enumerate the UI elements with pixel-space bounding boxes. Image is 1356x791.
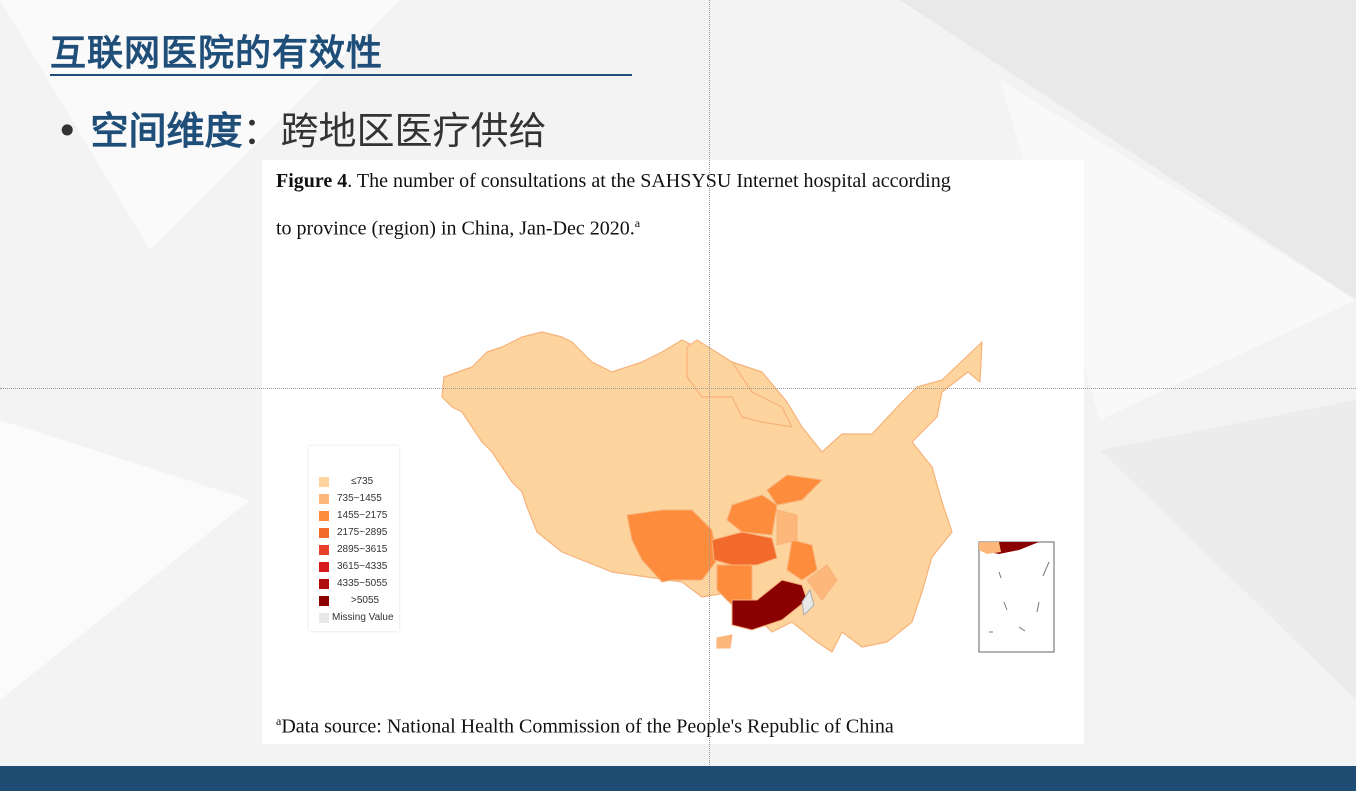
legend-swatch bbox=[319, 595, 329, 606]
legend-swatch bbox=[319, 476, 329, 487]
guide-line-horizontal bbox=[0, 388, 1356, 389]
legend-label: Missing Value bbox=[332, 612, 394, 623]
caption-text-2: to province (region) in China, Jan-Dec 2… bbox=[276, 217, 635, 240]
legend-item: 2175~2895 bbox=[319, 527, 387, 538]
title-underline bbox=[50, 74, 632, 76]
guide-line-vertical bbox=[709, 0, 710, 791]
legend-swatch bbox=[319, 510, 329, 521]
caption-label: Figure 4 bbox=[276, 170, 348, 192]
region-jiangxi bbox=[786, 539, 818, 581]
caption-text: . The number of consultations at the SAH… bbox=[347, 170, 951, 192]
legend-item: 2895~3615 bbox=[319, 544, 387, 555]
region-henan bbox=[726, 494, 778, 536]
region-shandong bbox=[766, 474, 824, 506]
bullet-text: ：跨地区医疗供给 bbox=[242, 109, 547, 153]
legend-item: 4335~5055 bbox=[319, 578, 387, 589]
region-taiwan bbox=[801, 588, 815, 617]
bullet-bold: 空间维度 bbox=[90, 109, 243, 153]
map-legend: ≤735 735~1455 1455~2175 2175~2895 2895~3615 3… bbox=[309, 446, 399, 631]
china-map bbox=[441, 331, 1055, 653]
legend-label: 3615~4335 bbox=[337, 561, 388, 572]
caption-line-1: Figure 4. The number of consultations at… bbox=[276, 170, 951, 193]
caption-sup: a bbox=[634, 216, 641, 230]
legend-item: ≤735 bbox=[319, 476, 373, 487]
bullet-point: • 空间维度：跨地区医疗供给 bbox=[56, 109, 547, 153]
region-anhui bbox=[776, 509, 798, 546]
legend-label: 735~1455 bbox=[337, 493, 382, 504]
legend-swatch bbox=[319, 561, 329, 572]
data-source-note: aData source: National Health Commission… bbox=[276, 714, 894, 739]
legend-label: 4335~5055 bbox=[337, 578, 388, 589]
legend-label: 2895~3615 bbox=[337, 544, 388, 555]
legend-swatch bbox=[319, 578, 329, 589]
legend-label: 1455~2175 bbox=[337, 510, 388, 521]
legend-swatch bbox=[319, 612, 329, 623]
legend-swatch bbox=[319, 493, 329, 504]
footer-bar bbox=[0, 766, 1356, 791]
south-china-sea-inset bbox=[978, 541, 1055, 653]
legend-item: 735~1455 bbox=[319, 493, 382, 504]
region-hubei bbox=[711, 531, 778, 566]
region-hunan bbox=[716, 564, 753, 606]
caption-line-2: to province (region) in China, Jan-Dec 2… bbox=[276, 216, 640, 241]
region-heilongjiang bbox=[686, 339, 793, 428]
region-sichuan bbox=[626, 509, 718, 583]
legend-label: ≤735 bbox=[351, 476, 374, 487]
legend-swatch bbox=[319, 527, 329, 538]
legend-label: 2175~2895 bbox=[337, 527, 388, 538]
legend-item: 3615~4335 bbox=[319, 561, 387, 572]
source-text: Data source: National Health Commission … bbox=[281, 715, 894, 738]
slide-title: 互联网医院的有效性 bbox=[50, 33, 384, 74]
legend-item: Missing Value bbox=[319, 612, 394, 623]
legend-label: >5055 bbox=[351, 595, 380, 606]
region-hainan bbox=[716, 634, 733, 649]
legend-swatch bbox=[319, 544, 329, 555]
legend-item: >5055 bbox=[319, 595, 379, 606]
figure-image: Figure 4. The number of consultations at… bbox=[262, 160, 1084, 744]
legend-item: 1455~2175 bbox=[319, 510, 387, 521]
source-sup: a bbox=[276, 714, 282, 728]
region-fujian bbox=[806, 564, 838, 601]
